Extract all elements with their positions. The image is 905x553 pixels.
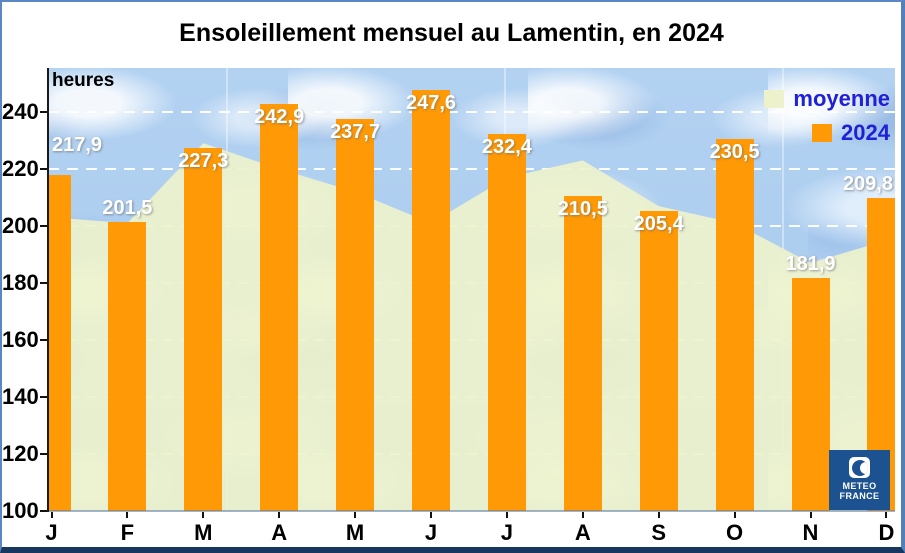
x-axis-tick-mark [809,512,812,518]
bar-N-10 [791,277,830,511]
bar-F-1 [108,221,147,511]
legend-label-moyenne: moyenne [793,86,890,111]
x-axis-tick-mark [505,512,508,518]
x-axis-month-label-6: J [500,520,514,545]
y-axis-tick-mark [40,453,47,455]
x-axis-month-label-0: J [45,520,58,545]
x-axis-tick-mark [126,512,129,518]
x-axis-tick-mark [657,512,660,518]
bar-M-2 [184,148,223,511]
bar-S-8 [639,210,678,511]
bar-M-4 [336,118,375,511]
y-axis-tick-mark [40,168,47,170]
bar-O-9 [715,139,754,511]
y-axis-tick-label: 160 [2,327,39,352]
bar-A-7 [563,196,602,511]
chart-title: Ensoleillement mensuel au Lamentin, en 2… [179,19,724,47]
x-axis-tick-mark [430,512,432,518]
bar-A-3 [260,103,299,511]
legend-item-2024: 2024 [812,120,890,146]
legend-item-moyenne: moyenne [764,86,890,112]
x-axis-month-label-1: F [120,520,135,545]
x-axis-month-label-11: D [878,520,895,545]
x-axis-tick-mark [278,512,281,518]
x-axis-tick-mark [202,512,205,518]
x-axis-baseline [48,510,895,512]
bar-value-label: 227,3 [178,150,229,173]
x-axis-tick-mark [581,512,584,518]
bar-value-label: 247,6 [405,92,457,115]
bar-value-label: 230,5 [709,141,760,164]
meteo-france-eye-icon [849,457,870,478]
y-axis-tick-mark [40,510,47,512]
y-axis-tick-mark [40,282,47,284]
x-axis-tick-mark [733,512,736,518]
y-axis-tick-label: 180 [2,270,39,295]
y-axis-tick-label: 220 [2,156,39,181]
x-axis-tick-mark [885,512,888,518]
y-axis-tick-mark [40,225,47,227]
y-axis-line [47,68,49,512]
y-axis-tick-label: 200 [2,213,39,238]
bar-J-5 [412,90,450,511]
bar-J-0 [48,175,71,511]
x-axis-month-label-7: A [574,520,591,545]
moyenne-area-series [48,143,895,511]
x-axis-month-label-8: S [651,520,667,545]
x-axis-tick-mark [50,512,53,518]
logo-text-line1: METEO [842,481,877,491]
x-axis-tick-mark [354,512,357,518]
bar-value-label: 217,9 [52,133,103,156]
y-axis-tick-label: 100 [2,498,39,523]
bar-value-label: 242,9 [254,105,305,128]
x-axis-month-label-5: J [424,520,438,545]
y-axis-tick-label: 120 [2,441,39,466]
legend-label-2024: 2024 [841,120,890,145]
y-axis-unit-label: heures [52,70,115,91]
logo-text-line2: FRANCE [839,491,880,501]
y-axis-tick-label: 140 [2,384,39,409]
x-axis-month-label-4: M [345,520,365,545]
legend-swatch-2024 [812,124,833,142]
y-axis-tick-mark [40,396,47,398]
gridline-240 [48,111,895,113]
legend-swatch-moyenne [764,90,785,108]
bar-value-label: 201,5 [102,196,153,219]
bar-value-label: 181,9 [785,252,836,275]
x-axis-month-label-2: M [194,520,213,545]
meteo-france-logo: METEO FRANCE [829,450,890,510]
bar-value-label: 232,4 [481,135,532,158]
x-axis-month-label-3: A [271,520,288,545]
bar-value-label: 205,4 [633,212,684,235]
y-axis-tick-mark [40,111,47,113]
y-axis-tick-label: 240 [2,99,39,124]
y-axis-tick-mark [40,339,47,341]
plot-area: heures moyenne 2024 METEO FRANCE 217,9 20… [48,68,895,511]
plot-wrap: heures moyenne 2024 METEO FRANCE 217,9 20… [2,68,895,545]
bar-value-label: 209,8 [842,173,893,196]
bar-value-label: 237,7 [330,120,381,143]
x-axis-month-label-10: N [802,520,819,545]
bar-J-6 [487,133,526,511]
x-axis-month-label-9: O [726,520,744,545]
bar-value-label: 210,5 [557,198,608,221]
gridline-220 [48,168,895,170]
